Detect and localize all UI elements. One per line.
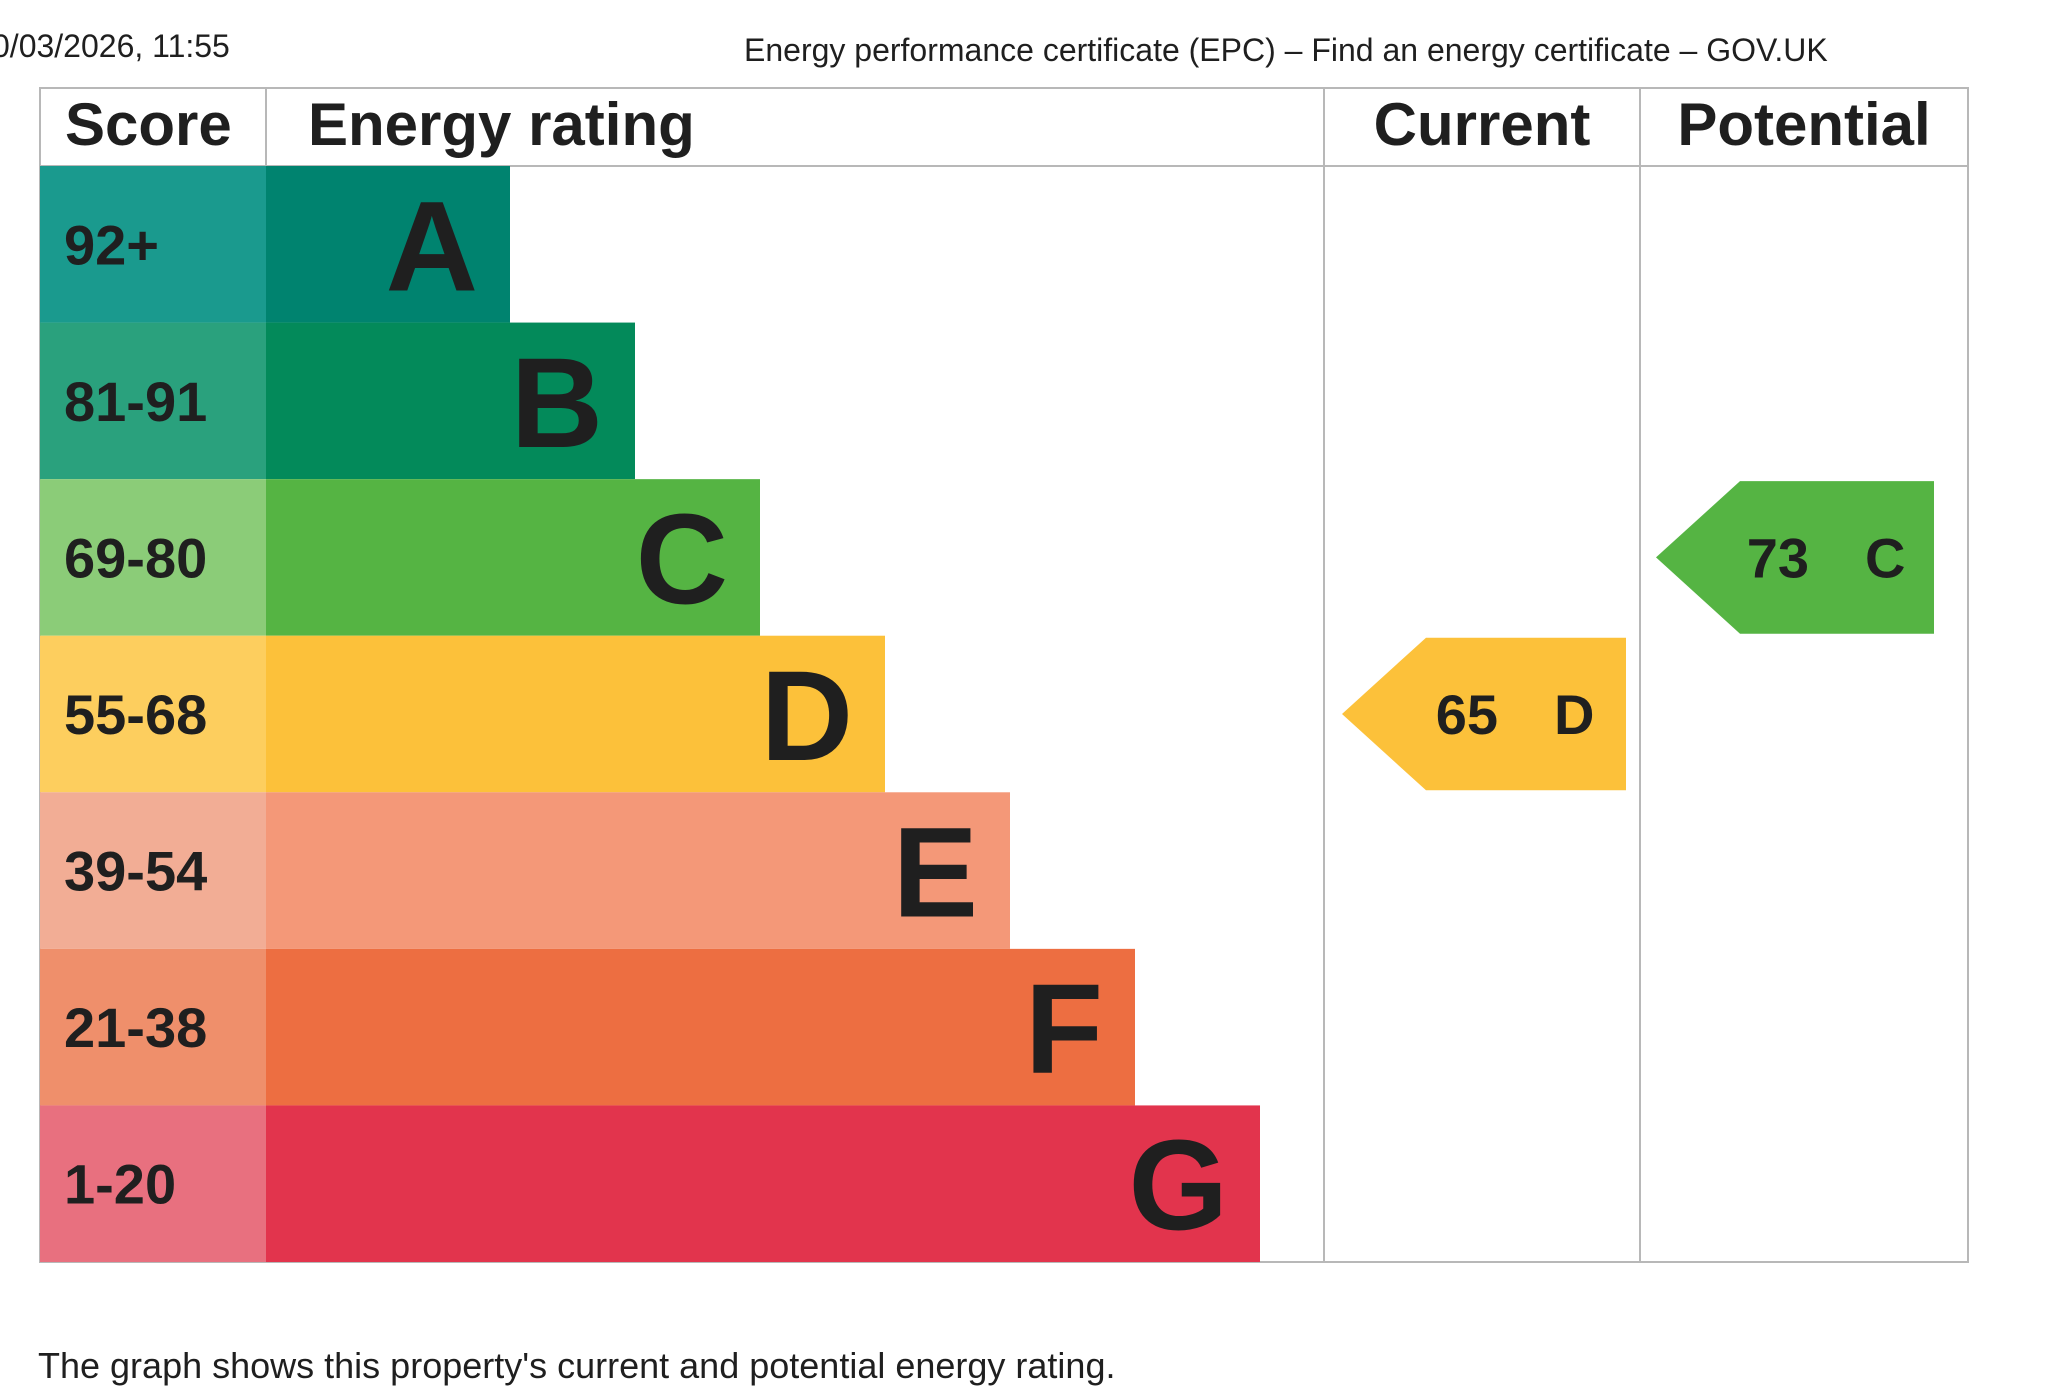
header-potential: Potential xyxy=(1677,91,1930,158)
band-score-label: 39-54 xyxy=(64,840,207,903)
potential-rating-value: 73 xyxy=(1747,526,1809,589)
print-timestamp: 0/03/2026, 11:55 xyxy=(0,28,230,64)
current-rating-value: 65 xyxy=(1436,683,1498,746)
band-c: 69-80 C xyxy=(40,479,760,636)
band-g: 1-20 G xyxy=(40,1105,1260,1262)
band-a: 92+ A xyxy=(40,166,510,323)
band-score-cell xyxy=(40,479,266,636)
band-score-label: 1-20 xyxy=(64,1153,176,1216)
band-e: 39-54 E xyxy=(40,792,1010,949)
band-score-cell xyxy=(40,948,266,1106)
rating-markers: 65 D 73 C xyxy=(1342,481,1934,791)
band-bar xyxy=(266,635,885,793)
potential-rating: 73 C xyxy=(1656,481,1934,634)
band-score-label: 55-68 xyxy=(64,683,207,746)
band-letter: A xyxy=(386,175,478,318)
band-bar xyxy=(266,166,510,323)
band-score-label: 69-80 xyxy=(64,526,207,589)
rating-bands: 92+ A 81-91 B 69-80 C 55-68 D 39-54 E 21-38 F 1-20 G xyxy=(40,166,1260,1262)
chart-caption: The graph shows this property's current … xyxy=(38,1345,1116,1386)
band-letter: G xyxy=(1128,1115,1228,1258)
document-title: Energy performance certificate (EPC) – F… xyxy=(744,32,1828,68)
band-bar xyxy=(266,948,1135,1106)
band-bar xyxy=(266,792,1010,949)
band-score-cell xyxy=(40,635,266,793)
band-f: 21-38 F xyxy=(40,948,1135,1106)
band-letter: D xyxy=(761,645,853,788)
current-rating-arrow xyxy=(1342,637,1626,791)
band-d: 55-68 D xyxy=(40,635,885,793)
band-bar xyxy=(266,479,760,636)
band-score-label: 21-38 xyxy=(64,996,207,1059)
potential-rating-arrow xyxy=(1656,481,1934,634)
chart-headers: Score Energy rating Current Potential xyxy=(65,91,1931,158)
band-bar xyxy=(266,1105,1260,1262)
band-bar xyxy=(266,322,635,480)
band-letter: E xyxy=(893,802,978,945)
band-b: 81-91 B xyxy=(40,322,635,480)
band-letter: B xyxy=(511,332,603,475)
band-letter: C xyxy=(636,488,728,631)
potential-rating-letter: C xyxy=(1865,526,1905,589)
current-rating: 65 D xyxy=(1342,637,1626,791)
band-score-label: 81-91 xyxy=(64,370,207,433)
band-score-cell xyxy=(40,322,266,480)
band-score-cell xyxy=(40,792,266,949)
header-score: Score xyxy=(65,91,232,158)
band-score-cell xyxy=(40,166,266,323)
header-energy-rating: Energy rating xyxy=(308,91,695,158)
band-score-cell xyxy=(40,1105,266,1262)
band-score-label: 92+ xyxy=(64,213,159,276)
current-rating-letter: D xyxy=(1554,683,1594,746)
header-current: Current xyxy=(1374,91,1591,158)
band-letter: F xyxy=(1025,958,1103,1101)
